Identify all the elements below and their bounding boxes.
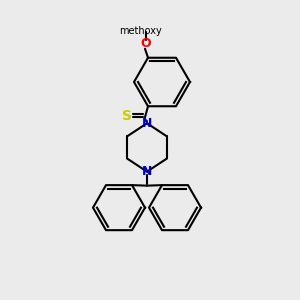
- Text: S: S: [122, 109, 132, 123]
- Text: N: N: [142, 117, 152, 130]
- Text: N: N: [142, 165, 152, 178]
- Text: O: O: [141, 37, 151, 50]
- Text: methoxy: methoxy: [120, 26, 162, 36]
